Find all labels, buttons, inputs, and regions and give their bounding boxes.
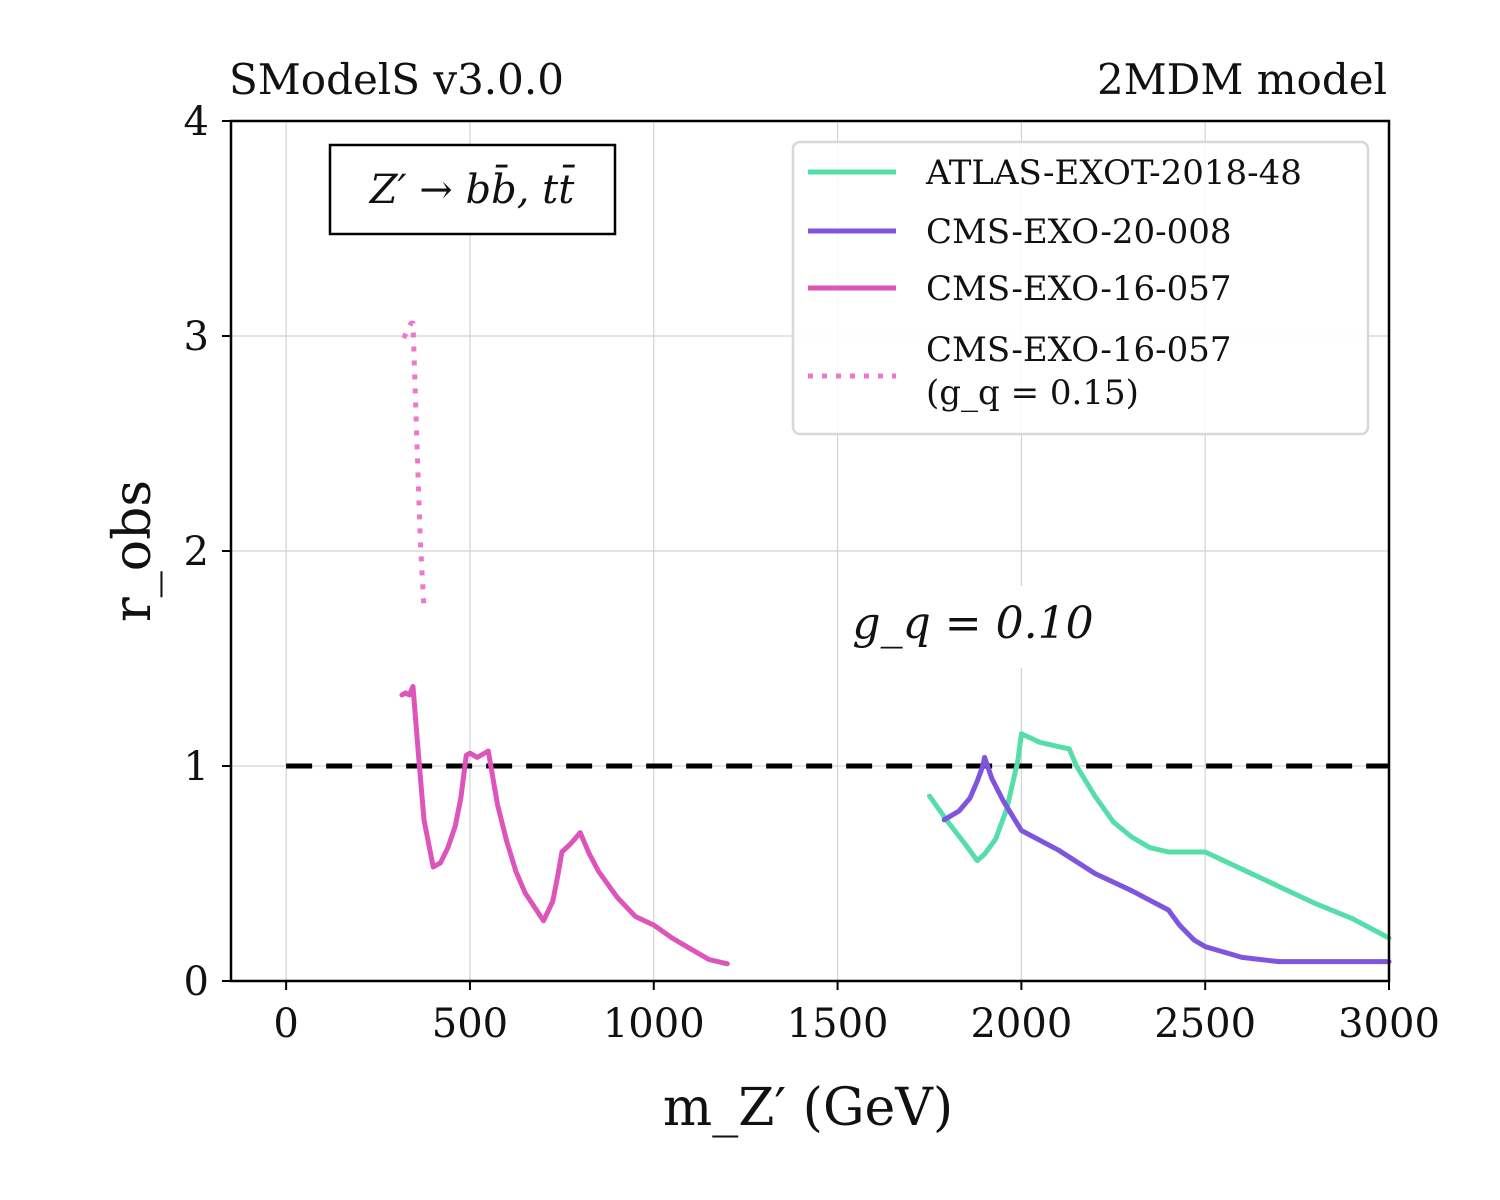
coupling-annotation: g_q = 0.10 (852, 586, 1094, 668)
series-cms-exo-16-057 (399, 684, 730, 967)
x-axis-title: m_Z′ (GeV) (663, 1078, 953, 1138)
process-box: Z′ → bb̄, tt̄ (328, 143, 617, 236)
coupling-label-background (858, 586, 1088, 668)
x-tick-label: 2000 (970, 1001, 1072, 1047)
legend-label-cms-exo-16-057-gq015-coupling: (g_q = 0.15) (926, 373, 1139, 413)
y-tick-label: 3 (184, 314, 209, 360)
legend-frame (791, 140, 1370, 436)
legend-label-atlas-exot-2018-48: ATLAS-EXOT-2018-48 (925, 153, 1302, 193)
process-box-frame (328, 143, 617, 236)
legend-label-cms-exo-20-008: CMS-EXO-20-008 (926, 212, 1232, 252)
coupling-label: g_q = 0.10 (852, 598, 1093, 649)
x-tick-label: 1500 (787, 1001, 889, 1047)
x-tick-label: 500 (432, 1001, 508, 1047)
x-tick-label: 0 (273, 1001, 298, 1047)
x-tick-label: 1000 (603, 1001, 705, 1047)
series-cms-exo-16-057-gq015 (401, 320, 427, 610)
process-label: Z′ → bb̄, tt̄ (368, 164, 576, 213)
legend-label-cms-exo-16-057-gq015: CMS-EXO-16-057 (926, 330, 1232, 370)
legend-label-cms-exo-16-057: CMS-EXO-16-057 (926, 269, 1232, 309)
legend: ATLAS-EXOT-2018-48 CMS-EXO-20-008 CMS-EX… (791, 140, 1370, 436)
x-axis: 0 500 1000 1500 2000 2500 3000 (273, 981, 1440, 1047)
y-axis-title: r_obs (103, 480, 163, 622)
series-atlas-exot-2018-48 (927, 731, 1392, 941)
y-tick-label: 4 (184, 99, 209, 145)
x-tick-label: 2500 (1154, 1001, 1256, 1047)
y-axis: 0 1 2 3 4 (184, 99, 231, 1005)
x-tick-label: 3000 (1338, 1001, 1440, 1047)
y-tick-label: 2 (184, 529, 209, 575)
y-tick-label: 1 (184, 744, 209, 790)
header-right: 2MDM model (1097, 55, 1387, 104)
y-tick-label: 0 (184, 959, 209, 1005)
header-left: SModelS v3.0.0 (229, 55, 564, 104)
series-cms-exo-20-008 (941, 754, 1392, 965)
series-group (399, 320, 1392, 967)
